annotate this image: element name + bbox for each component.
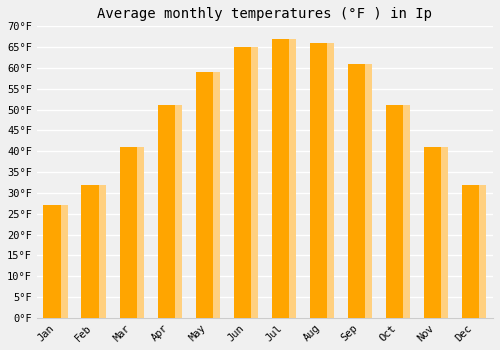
Bar [348, 64, 372, 318]
Bar [360, 64, 372, 318]
Bar [398, 105, 410, 318]
Bar [196, 72, 220, 318]
Bar [234, 47, 251, 318]
Bar [94, 184, 106, 318]
Bar [386, 105, 410, 318]
Bar [272, 39, 289, 318]
Bar [246, 47, 258, 318]
Bar [272, 39, 296, 318]
Bar [462, 184, 486, 318]
Bar [158, 105, 182, 318]
Bar [310, 43, 334, 318]
Bar [424, 147, 441, 318]
Bar [234, 47, 258, 318]
Bar [82, 184, 106, 318]
Bar [284, 39, 296, 318]
Bar [474, 184, 486, 318]
Bar [386, 105, 403, 318]
Bar [310, 43, 327, 318]
Bar [120, 147, 137, 318]
Bar [158, 105, 175, 318]
Bar [208, 72, 220, 318]
Bar [56, 205, 68, 318]
Bar [424, 147, 448, 318]
Bar [120, 147, 144, 318]
Bar [196, 72, 213, 318]
Bar [44, 205, 68, 318]
Bar [44, 205, 61, 318]
Bar [348, 64, 365, 318]
Bar [132, 147, 144, 318]
Bar [322, 43, 334, 318]
Bar [462, 184, 479, 318]
Bar [436, 147, 448, 318]
Bar [170, 105, 182, 318]
Bar [82, 184, 99, 318]
Title: Average monthly temperatures (°F ) in Ip: Average monthly temperatures (°F ) in Ip [98, 7, 432, 21]
